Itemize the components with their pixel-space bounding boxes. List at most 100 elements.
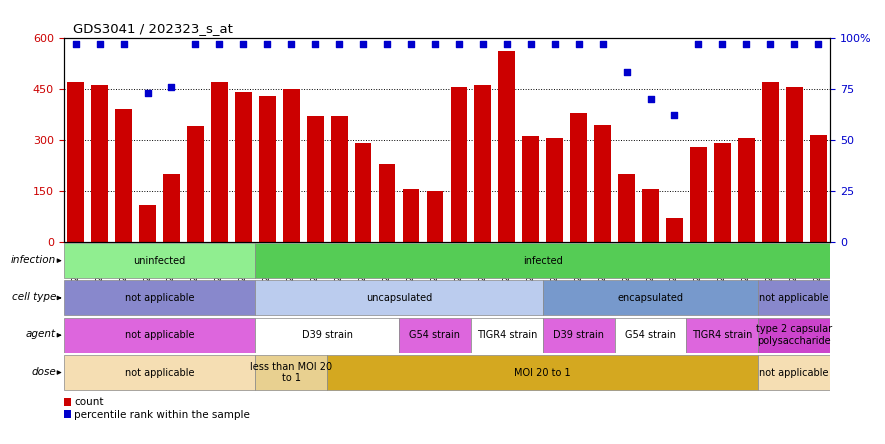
Bar [758, 318, 830, 353]
Text: not applicable: not applicable [759, 368, 829, 377]
Point [427, 40, 442, 48]
Point [500, 40, 514, 48]
Text: not applicable: not applicable [125, 330, 195, 340]
Bar [283, 89, 300, 242]
Bar [139, 205, 156, 242]
Text: agent: agent [26, 329, 56, 340]
Point [236, 40, 250, 48]
Text: less than MOI 20
to 1: less than MOI 20 to 1 [250, 362, 332, 383]
Text: not applicable: not applicable [759, 293, 829, 303]
Bar [379, 164, 396, 242]
Point [643, 95, 658, 103]
Bar [91, 85, 108, 242]
Point [69, 40, 83, 48]
Text: not applicable: not applicable [125, 293, 195, 303]
Text: MOI 20 to 1: MOI 20 to 1 [514, 368, 571, 377]
Bar [618, 174, 635, 242]
Text: D39 strain: D39 strain [553, 330, 604, 340]
Point [189, 40, 203, 48]
Bar [543, 281, 758, 315]
Point [572, 40, 586, 48]
Bar [738, 138, 755, 242]
Bar [643, 189, 659, 242]
Bar [666, 218, 683, 242]
Point [739, 40, 753, 48]
Text: G54 strain: G54 strain [625, 330, 676, 340]
Point [811, 40, 825, 48]
Text: percentile rank within the sample: percentile rank within the sample [74, 410, 250, 420]
Bar [570, 113, 587, 242]
Bar [614, 318, 687, 353]
Point [620, 69, 634, 76]
Point [548, 40, 562, 48]
Bar [690, 147, 707, 242]
Point [260, 40, 274, 48]
Bar [64, 410, 71, 418]
Text: count: count [74, 397, 104, 407]
Bar [714, 143, 731, 242]
Bar [187, 126, 204, 242]
Text: infected: infected [523, 256, 563, 266]
Point [93, 40, 107, 48]
Bar [522, 136, 539, 242]
Bar [758, 355, 830, 390]
Bar [64, 281, 255, 315]
Bar [399, 318, 471, 353]
Bar [115, 109, 132, 242]
Text: encapsulated: encapsulated [618, 293, 683, 303]
Bar [64, 243, 255, 278]
Text: type 2 capsular
polysaccharide: type 2 capsular polysaccharide [756, 325, 832, 346]
Point [524, 40, 538, 48]
Point [212, 40, 227, 48]
Bar [255, 318, 399, 353]
Point [667, 112, 681, 119]
Text: infection: infection [11, 255, 56, 265]
Bar [64, 397, 71, 406]
Point [332, 40, 346, 48]
Point [284, 40, 298, 48]
Bar [64, 355, 255, 390]
Text: cell type: cell type [12, 292, 56, 302]
Point [165, 83, 179, 90]
Bar [255, 281, 543, 315]
Bar [255, 355, 327, 390]
Text: G54 strain: G54 strain [410, 330, 460, 340]
Text: not applicable: not applicable [125, 368, 195, 377]
Bar [498, 52, 515, 242]
Text: TIGR4 strain: TIGR4 strain [477, 330, 537, 340]
Point [308, 40, 322, 48]
Text: uncapsulated: uncapsulated [366, 293, 432, 303]
Text: uninfected: uninfected [134, 256, 186, 266]
Point [380, 40, 394, 48]
Point [452, 40, 466, 48]
Bar [543, 318, 614, 353]
Text: D39 strain: D39 strain [302, 330, 353, 340]
Bar [307, 116, 324, 242]
Bar [474, 85, 491, 242]
Bar [211, 82, 227, 242]
Bar [546, 138, 563, 242]
Point [356, 40, 370, 48]
Bar [259, 95, 276, 242]
Bar [450, 87, 467, 242]
Point [404, 40, 418, 48]
Point [141, 89, 155, 96]
Point [117, 40, 131, 48]
Point [596, 40, 610, 48]
Bar [758, 281, 830, 315]
Bar [810, 135, 827, 242]
Bar [427, 191, 443, 242]
Point [787, 40, 801, 48]
Bar [355, 143, 372, 242]
Bar [67, 82, 84, 242]
Bar [403, 189, 419, 242]
Bar [687, 318, 758, 353]
Bar [163, 174, 180, 242]
Point [691, 40, 705, 48]
Point [476, 40, 490, 48]
Bar [327, 355, 758, 390]
Bar [786, 87, 803, 242]
Bar [762, 82, 779, 242]
Bar [255, 243, 830, 278]
Text: TIGR4 strain: TIGR4 strain [692, 330, 752, 340]
